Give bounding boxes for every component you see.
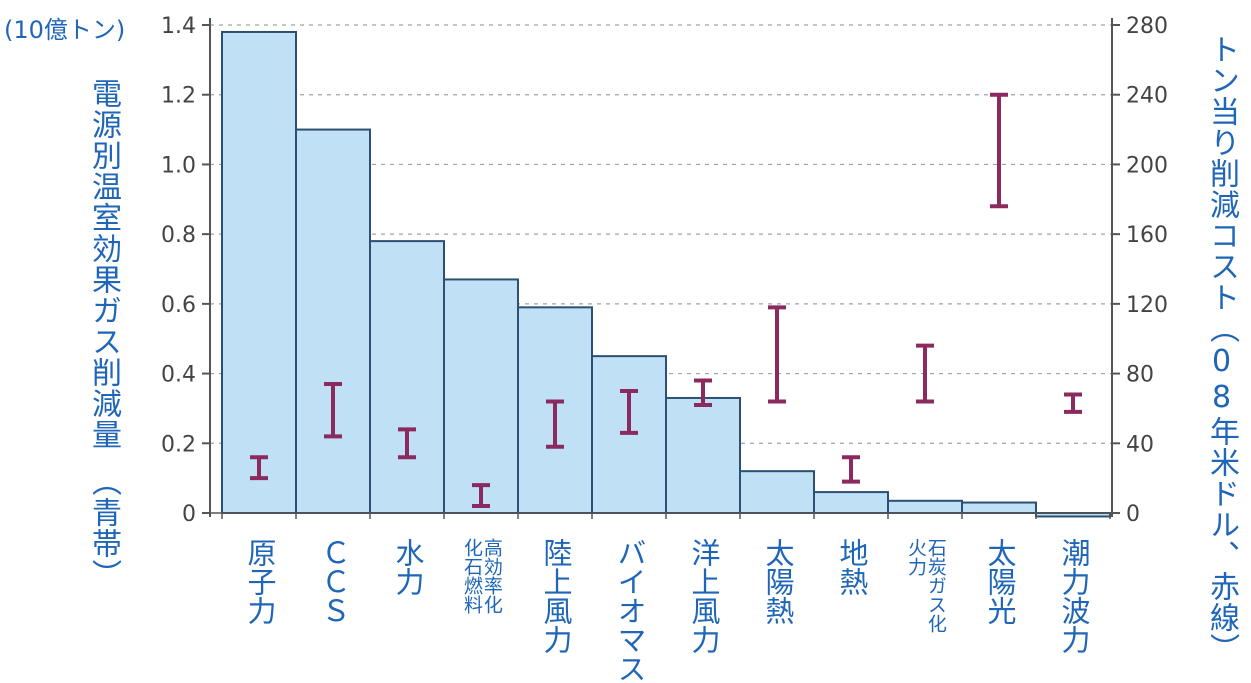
left-tick-label: 0	[182, 502, 196, 527]
left-tick-label: 0.6	[161, 293, 196, 318]
right-tick-label: 120	[1126, 293, 1168, 318]
category-label: 太陽光	[982, 538, 1017, 625]
left-tick-label: 0.8	[161, 223, 196, 248]
category-label: ＣＣＳ	[316, 538, 351, 625]
category-label: 石炭ガス化 火力	[904, 538, 947, 633]
right-tick-label: 80	[1126, 363, 1154, 388]
bar-1	[221, 30, 297, 514]
category-label: 原子力	[242, 538, 277, 625]
right-tick-label: 160	[1126, 223, 1168, 248]
bar-2	[295, 128, 371, 514]
right-tick-label: 280	[1126, 14, 1168, 39]
right-tick-label: 0	[1126, 502, 1140, 527]
bar-8	[739, 470, 815, 514]
left-axis-title: 電源別温室効果ガス削減量 （青帯）	[86, 78, 121, 590]
bar-10	[887, 499, 963, 514]
category-label: 太陽熱	[760, 538, 795, 625]
right-tick-label: 200	[1126, 153, 1168, 178]
left-tick-label: 1.4	[161, 14, 196, 39]
left-tick-label: 0.4	[161, 363, 196, 388]
category-label: 洋上風力	[686, 538, 721, 654]
category-label: バイオマス	[612, 538, 647, 683]
right-tick-label: 40	[1126, 432, 1154, 457]
category-label: 陸上風力	[538, 538, 573, 654]
bar-11	[961, 501, 1037, 514]
category-label: 高効率化 化石燃料	[460, 538, 503, 614]
right-axis-title: トン当り削減コスト（08年米ドル、赤線）	[1204, 34, 1239, 664]
bar-9	[813, 491, 889, 515]
left-tick-label: 1.0	[161, 153, 196, 178]
left-tick-label: 1.2	[161, 84, 196, 109]
category-label: 地熱	[834, 538, 869, 596]
bar-7	[665, 396, 741, 515]
category-label: 潮力波力	[1056, 538, 1091, 654]
unit-label: (10億トン)	[4, 16, 126, 44]
category-label: 水力	[390, 538, 425, 596]
left-tick-label: 0.2	[161, 432, 196, 457]
bar-4	[443, 278, 519, 515]
chart-canvas: 0 0.2 0.4 0.6 0.8 1.0 1.2 1.4 0 40 80 120 160 200 240 2…	[161, 14, 1168, 527]
bar-3	[369, 240, 445, 514]
right-tick-label: 240	[1126, 84, 1168, 109]
